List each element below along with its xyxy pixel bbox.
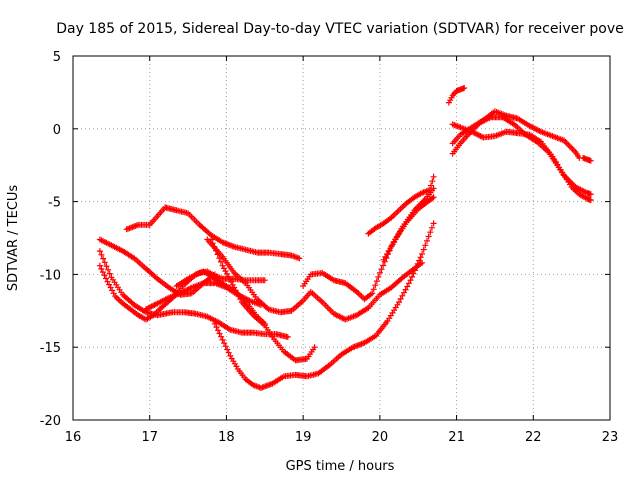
data-point-marks (96, 236, 218, 298)
data-point-marks (300, 185, 437, 303)
x-axis-ticks: 16 17 18 19 20 21 22 23 (65, 56, 619, 445)
series-track-10 (300, 185, 437, 303)
data-point-marks (123, 204, 303, 262)
x-tick-label: 20 (372, 430, 389, 445)
y-tick-label: -15 (40, 341, 61, 356)
data-point-marks (365, 173, 437, 237)
y-axis-label: SDTVAR / TECUs (6, 185, 21, 292)
series-track-15 (449, 121, 594, 198)
y-tick-label: 0 (53, 123, 61, 138)
y-tick-label: -5 (48, 196, 61, 211)
series-track-8 (173, 268, 268, 289)
y-tick-label: -20 (40, 414, 61, 429)
data-point-marks (380, 194, 437, 263)
series-track-11 (365, 173, 437, 237)
series-track-17 (580, 154, 594, 164)
series-track-12 (380, 194, 437, 263)
data-point-marks (211, 220, 437, 391)
x-axis-label: GPS time / hours (286, 459, 395, 474)
data-point-marks (204, 236, 426, 323)
series-track-7 (204, 236, 426, 323)
data-point-marks (208, 236, 318, 364)
data-point-marks (173, 268, 268, 289)
y-tick-label: -10 (40, 268, 61, 283)
series-track-16 (449, 108, 583, 161)
data-point-marks (580, 154, 594, 164)
series-track-13 (445, 85, 468, 106)
data-point-marks (449, 108, 583, 161)
series-track-6 (208, 236, 318, 364)
x-tick-label: 23 (602, 430, 619, 445)
x-tick-label: 18 (218, 430, 235, 445)
x-tick-label: 16 (65, 430, 82, 445)
x-tick-label: 22 (525, 430, 542, 445)
series-track-5 (211, 220, 437, 391)
data-marks (96, 85, 594, 391)
x-tick-label: 21 (448, 430, 465, 445)
data-point-marks (449, 121, 594, 198)
x-tick-label: 17 (141, 430, 158, 445)
chart-title: Day 185 of 2015, Sidereal Day-to-day VTE… (56, 21, 624, 37)
data-point-marks (142, 280, 264, 313)
grid-lines (73, 56, 610, 420)
data-point-marks (445, 85, 468, 106)
x-tick-label: 19 (295, 430, 312, 445)
series-track-1 (96, 236, 218, 298)
series-track-4 (123, 204, 303, 262)
y-axis-ticks: -20 -15 -10 -5 0 5 (40, 50, 610, 429)
y-tick-label: 5 (53, 50, 61, 65)
series-track-9 (142, 280, 264, 313)
plot-frame (72, 55, 611, 421)
